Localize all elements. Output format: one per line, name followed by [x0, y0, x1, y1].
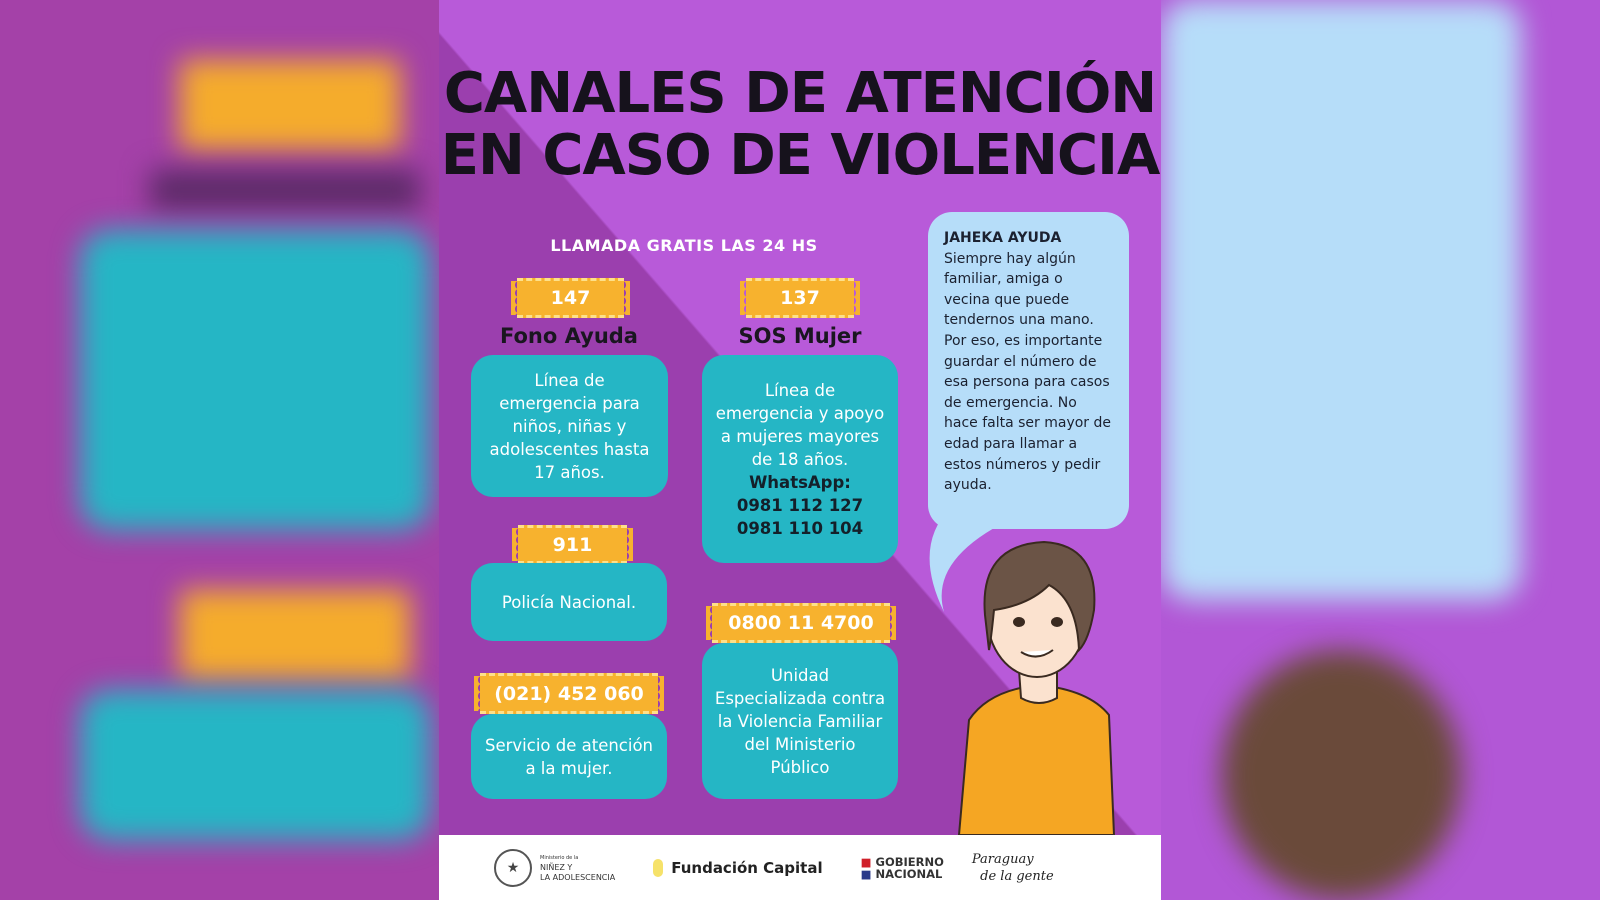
bubble-text: Siempre hay algún familiar, amiga o veci…	[944, 250, 1112, 494]
channel-box-sos-mujer: Línea de emergencia y apoyo a mujeres ma…	[702, 355, 898, 563]
channel-name: Fono Ayuda	[500, 324, 638, 348]
fundacion-capital-logo: Fundación Capital	[653, 858, 823, 877]
channel-description: Línea de emergencia para niños, niñas y …	[489, 370, 650, 482]
gobierno-nacional-logo: ■ GOBIERNO ■ NACIONAL	[860, 854, 944, 881]
ministry-line2: LA ADOLESCENCIA	[540, 872, 616, 882]
whatsapp-number: 0981 112 127	[736, 495, 864, 515]
channel-box-fono-ayuda: Línea de emergencia para niños, niñas y …	[471, 355, 668, 497]
number-tag-147: 147	[517, 278, 630, 318]
title-line-2: EN CASO DE VIOLENCIA	[440, 123, 1161, 188]
infographic-poster: CANALES DE ATENCIÓN EN CASO DE VIOLENCIA…	[439, 0, 1161, 900]
title-line-1: CANALES DE ATENCIÓN	[443, 61, 1157, 126]
ministry-small: Ministerio de la	[540, 854, 579, 861]
whatsapp-number: 0981 110 104	[736, 518, 864, 538]
whatsapp-label: WhatsApp:	[749, 472, 851, 492]
channel-description: Servicio de atención a la mujer.	[484, 735, 654, 778]
channel-description: Línea de emergencia y apoyo a mujeres ma…	[715, 380, 885, 469]
ministry-logo: ★ Ministerio de la NIÑEZ Y LA ADOLESCENC…	[494, 848, 616, 887]
bubble-heading: JAHEKA AYUDA	[944, 230, 1062, 246]
number-tag-0800: 0800 11 4700	[712, 603, 896, 643]
blurred-background-left	[0, 0, 439, 900]
channel-box-unidad: Unidad Especializada contra la Violencia…	[702, 643, 898, 799]
number-tag-137: 137	[746, 278, 860, 318]
speech-bubble: JAHEKA AYUDA Siempre hay algún familiar,…	[928, 212, 1129, 529]
ministry-line1: NIÑEZ Y	[540, 862, 573, 872]
fundacion-text: Fundación Capital	[671, 858, 823, 877]
seal-icon: ★	[494, 848, 532, 887]
number-tag-911: 911	[518, 525, 633, 564]
woman-illustration	[957, 540, 1116, 835]
subtitle: LLAMADA GRATIS LAS 24 HS	[550, 236, 818, 255]
channel-name: SOS Mujer	[738, 324, 862, 348]
channel-description: Unidad Especializada contra la Violencia…	[714, 665, 886, 777]
channel-box-policia: Policía Nacional.	[471, 563, 667, 641]
number-tag-021: (021) 452 060	[480, 673, 664, 714]
paraguay-de-la-gente-logo: Paraguay de la gente	[971, 851, 1054, 884]
channel-description: Policía Nacional.	[501, 592, 637, 612]
gobierno-line2: NACIONAL	[875, 866, 943, 881]
footer-logos: ★ Ministerio de la NIÑEZ Y LA ADOLESCENC…	[439, 835, 1161, 900]
bulb-icon	[653, 858, 664, 877]
blurred-background-right	[1161, 0, 1600, 900]
gobierno-line1: GOBIERNO	[875, 854, 944, 869]
channel-box-servicio-mujer: Servicio de atención a la mujer.	[471, 714, 667, 799]
